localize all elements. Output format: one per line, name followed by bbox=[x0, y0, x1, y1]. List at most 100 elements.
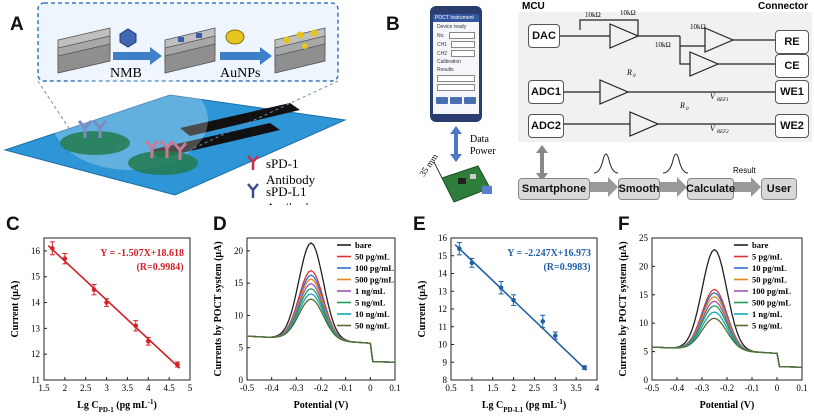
y-tick-label: 12 bbox=[438, 304, 447, 314]
fit-line bbox=[454, 244, 588, 371]
x-tick-label: 5 bbox=[188, 383, 193, 393]
mcu-block-dac: DAC bbox=[528, 24, 560, 48]
data-power-arrow-icon bbox=[450, 126, 462, 162]
y-tick-label: 10 bbox=[639, 318, 649, 328]
x-tick-label: 2.5 bbox=[529, 383, 541, 393]
panel-label-f: F bbox=[618, 214, 630, 235]
legend-label: 500 pg/mL bbox=[752, 298, 791, 308]
step-aunps-label: AuNPs bbox=[220, 66, 261, 81]
x-tick-label: 4 bbox=[146, 383, 151, 393]
y-tick-label: 25 bbox=[639, 233, 649, 243]
nanosheet-1 bbox=[57, 27, 111, 74]
series-line bbox=[246, 298, 395, 363]
flow-arrow-1-icon bbox=[589, 177, 618, 197]
panel-a-illustration bbox=[3, 2, 347, 198]
fit-equation: Y = -1.507X+18.618 bbox=[100, 248, 184, 259]
antibody-group-2 bbox=[144, 140, 188, 160]
smartphone: POCT Instrument Device ready No. CH1 CH2… bbox=[430, 6, 482, 122]
phone-button-3[interactable] bbox=[464, 97, 476, 104]
fit-equation: Y = -2.247X+16.973 bbox=[507, 248, 591, 259]
data-point bbox=[511, 297, 516, 303]
x-tick-label: -0.1 bbox=[339, 383, 353, 393]
panel-e: E 0.5 1 1.5 2 2.5 3 3.5 4 8 9 10 11 12 13 14 15 16 Lg CPD… bbox=[407, 210, 612, 420]
pin-ce: CE bbox=[775, 54, 809, 78]
data-point bbox=[62, 256, 68, 261]
opamp-circuitry bbox=[555, 19, 775, 137]
nmb-hexagon-icon bbox=[119, 28, 137, 48]
x-tick-label: -0.4 bbox=[265, 383, 280, 393]
fit-line bbox=[47, 244, 181, 369]
y-tick-label: 20 bbox=[234, 246, 244, 256]
data-point bbox=[104, 300, 109, 305]
x-tick-label: 4 bbox=[595, 383, 600, 393]
panel-label-b: B bbox=[386, 14, 400, 35]
y-axis-label: Currents by POCT system (μA) bbox=[213, 241, 224, 376]
legend-label: 100 pg/mL bbox=[355, 263, 394, 273]
x-tick-label: -0.2 bbox=[314, 383, 328, 393]
svg-text:REF2: REF2 bbox=[716, 130, 729, 135]
panel-d: D -0.5 -0.4 -0.3 -0.2 -0.1 0 0.1 0 5 10 15 20 Potent… bbox=[205, 210, 405, 420]
spdl1-antibody-icon bbox=[247, 183, 259, 198]
x-tick-label: 3 bbox=[553, 383, 558, 393]
pin-re: RE bbox=[775, 30, 809, 54]
x-tick-label: -0.2 bbox=[720, 383, 734, 393]
phone-title: POCT Instrument bbox=[433, 14, 479, 22]
phone-field-results: Results bbox=[437, 67, 454, 73]
x-tick-label: 0 bbox=[775, 383, 780, 393]
svg-text:V: V bbox=[710, 124, 716, 133]
y-tick-label: 15 bbox=[438, 251, 448, 261]
panel-label-a: A bbox=[10, 14, 24, 35]
peak-smooth-icon bbox=[662, 153, 689, 174]
phone-field-ready: Device ready bbox=[437, 24, 467, 30]
panel-a: A bbox=[0, 0, 350, 205]
x-axis-label: Lg CPD-L1 (pg mL-1) bbox=[482, 398, 566, 414]
data-point bbox=[175, 362, 180, 367]
y-tick-label: 10 bbox=[438, 340, 448, 350]
phone-button-1[interactable] bbox=[436, 97, 448, 104]
flow-arrow-3-icon bbox=[732, 177, 761, 197]
data-point bbox=[50, 246, 55, 251]
flow-smartphone: Smartphone bbox=[518, 178, 590, 200]
svg-text:10kΩ: 10kΩ bbox=[690, 23, 706, 31]
y-tick-label: 0 bbox=[644, 375, 649, 385]
peak-raw-icon bbox=[593, 153, 619, 174]
aunp-icon bbox=[225, 29, 245, 45]
legend-label: 50 ng/mL bbox=[355, 321, 390, 331]
nanosheet-3 bbox=[274, 27, 326, 74]
legend-label: 1 ng/mL bbox=[752, 309, 783, 319]
svg-text:REF1: REF1 bbox=[716, 98, 729, 103]
x-tick-label: 3.5 bbox=[122, 383, 134, 393]
result-label: Result bbox=[733, 166, 756, 175]
phone-button-2[interactable] bbox=[450, 97, 462, 104]
legend-label: bare bbox=[355, 240, 372, 250]
x-tick-label: 0.5 bbox=[445, 383, 457, 393]
x-tick-label: 1.5 bbox=[38, 383, 50, 393]
y-axis-label: Current (μA) bbox=[10, 281, 21, 338]
legend-label: 5 ng/mL bbox=[752, 321, 783, 331]
x-tick-label: 0 bbox=[368, 383, 373, 393]
y-tick-label: 5 bbox=[644, 347, 649, 357]
y-tick-label: 16 bbox=[31, 246, 41, 256]
x-tick-label: 1.5 bbox=[487, 383, 499, 393]
y-axis-label: Currents by POCT system (μA) bbox=[618, 241, 629, 376]
x-tick-label: -0.4 bbox=[670, 383, 685, 393]
legend-label: 5 pg/mL bbox=[752, 252, 783, 262]
fit-r-value: (R=0.9984) bbox=[136, 262, 183, 273]
data-point bbox=[457, 246, 462, 251]
legend-spd1: sPD-1 Antibody bbox=[266, 156, 316, 187]
y-tick-label: 13 bbox=[31, 323, 41, 333]
legend-label: 10 pg/mL bbox=[752, 263, 787, 273]
phone-field-ch2: CH2 bbox=[437, 50, 475, 57]
data-point bbox=[91, 287, 97, 292]
mcu-region bbox=[518, 12, 812, 142]
x-tick-label: 3.5 bbox=[571, 383, 583, 393]
flow-smooth: Smooth bbox=[618, 178, 660, 200]
y-tick-label: 12 bbox=[31, 349, 40, 359]
y-tick-label: 20 bbox=[639, 261, 649, 271]
svg-text:0: 0 bbox=[633, 74, 636, 79]
y-tick-label: 15 bbox=[234, 278, 244, 288]
connector-label: Connector bbox=[758, 1, 808, 12]
x-axis-label: Potential (V) bbox=[294, 400, 349, 411]
plot-frame bbox=[43, 237, 191, 381]
